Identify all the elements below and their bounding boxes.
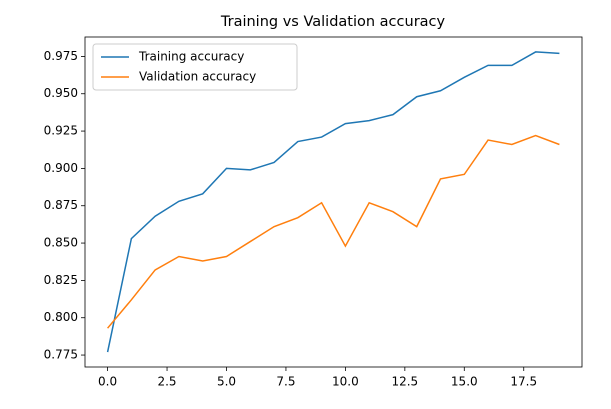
y-tick-label: 0.775 [44,348,78,362]
legend-label: Validation accuracy [139,70,256,84]
x-tick-label: 15.0 [451,375,478,389]
x-tick-label: 7.5 [276,375,295,389]
legend-label: Training accuracy [138,50,244,64]
x-tick-label: 0.0 [98,375,117,389]
chart-title: Training vs Validation accuracy [220,14,446,30]
x-tick-label: 5.0 [217,375,236,389]
axes-frame [84,36,583,368]
x-tick-label: 2.5 [157,375,176,389]
legend-box [92,43,298,91]
y-tick-label: 0.925 [44,124,78,138]
x-tick-label: 17.5 [510,375,537,389]
line [107,134,560,329]
y-tick-label: 0.975 [44,49,78,63]
line [106,51,560,353]
y-tick-label: 0.825 [44,273,78,287]
y-tick-label: 0.875 [44,198,78,212]
y-tick-label: 0.950 [44,86,78,100]
y-tick-label: 0.850 [44,236,78,250]
y-tick-label: 0.800 [44,310,78,324]
y-tick-label: 0.900 [44,161,78,175]
x-tick-label: 12.5 [391,375,418,389]
x-tick-label: 10.0 [332,375,359,389]
